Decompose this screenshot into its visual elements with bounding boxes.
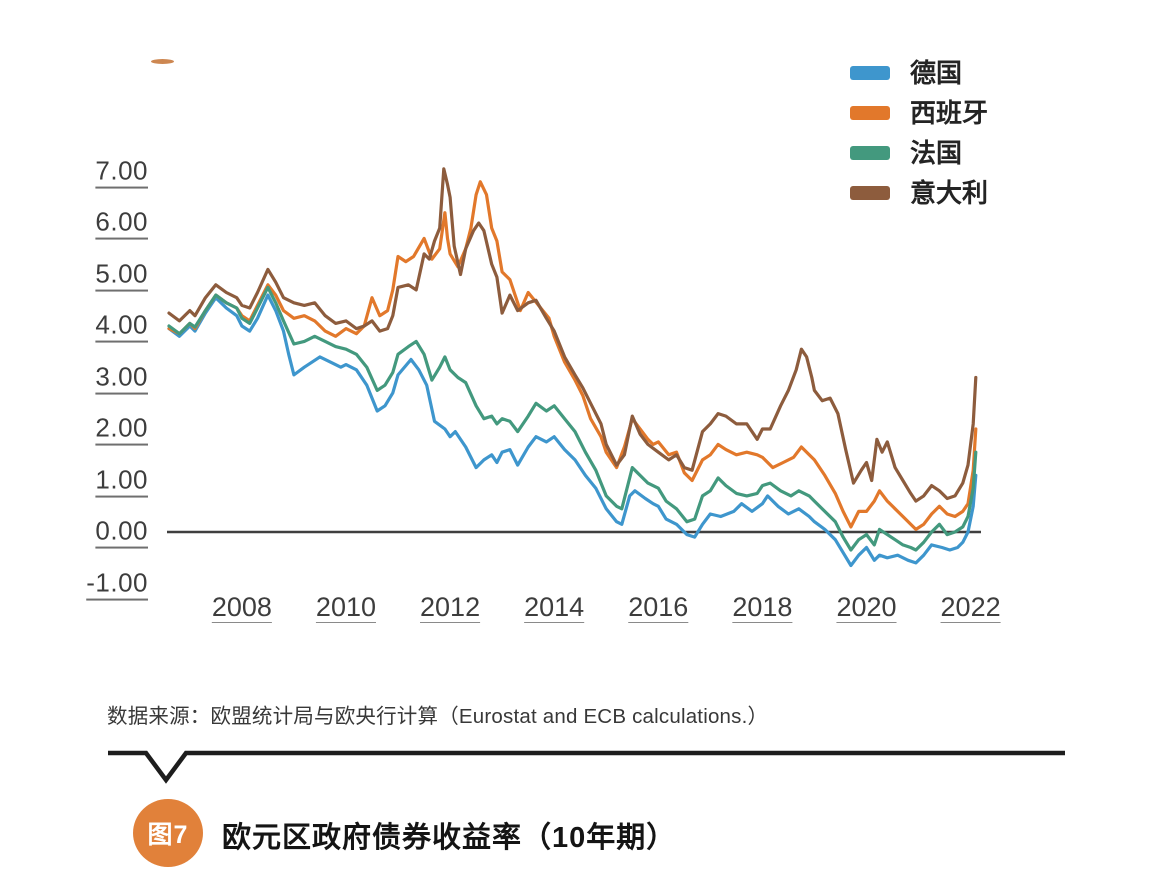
y-tick-label: 5.00	[95, 258, 148, 289]
legend-label-germany: 德国	[910, 57, 963, 88]
stray-orange-mark	[151, 59, 174, 64]
y-tick-label: 4.00	[95, 309, 148, 340]
legend-item-spain: 西班牙	[850, 99, 988, 126]
x-tick-label: 2020	[836, 592, 897, 622]
y-tick-label: 6.00	[95, 206, 148, 237]
legend-label-france: 法国	[910, 137, 963, 168]
figure-badge-label: 图7	[147, 821, 189, 849]
figure-badge: 图7	[133, 799, 203, 867]
legend-label-italy: 意大利	[910, 177, 989, 208]
y-tick-label: 7.00	[95, 155, 148, 186]
x-tick-label: 2012	[420, 592, 481, 622]
y-tick-label: 2.00	[95, 412, 148, 443]
legend-item-germany: 德国	[850, 59, 988, 86]
legend-item-france: 法国	[850, 139, 988, 166]
legend-swatch-italy	[850, 185, 890, 200]
series-line-spain	[167, 180, 978, 532]
x-tick-label: 2010	[315, 592, 376, 622]
section-divider	[108, 750, 1065, 784]
figure-title: 欧元区政府债券收益率（10年期）	[222, 822, 677, 854]
x-tick-label: 2018	[732, 592, 793, 622]
y-tick-label: -1.00	[86, 567, 148, 598]
y-tick-label: 3.00	[95, 361, 148, 392]
series-line-italy	[167, 167, 978, 503]
y-tick-label: 1.00	[95, 464, 148, 495]
x-tick-label: 2014	[524, 592, 585, 622]
x-tick-label: 2022	[940, 592, 1001, 622]
legend: 德国西班牙法国意大利	[850, 59, 988, 206]
x-tick-label: 2016	[628, 592, 689, 622]
legend-item-italy: 意大利	[850, 179, 988, 206]
source-note: 数据来源：欧盟统计局与欧央行计算（Eurostat and ECB calcul…	[107, 705, 769, 728]
legend-label-spain: 西班牙	[910, 97, 989, 128]
x-tick-label: 2008	[211, 592, 272, 622]
legend-swatch-spain	[850, 105, 890, 120]
legend-swatch-germany	[850, 65, 890, 80]
series-line-france	[167, 285, 978, 552]
legend-swatch-france	[850, 145, 890, 160]
series-line-germany	[167, 293, 978, 568]
y-tick-label: 0.00	[95, 515, 148, 546]
